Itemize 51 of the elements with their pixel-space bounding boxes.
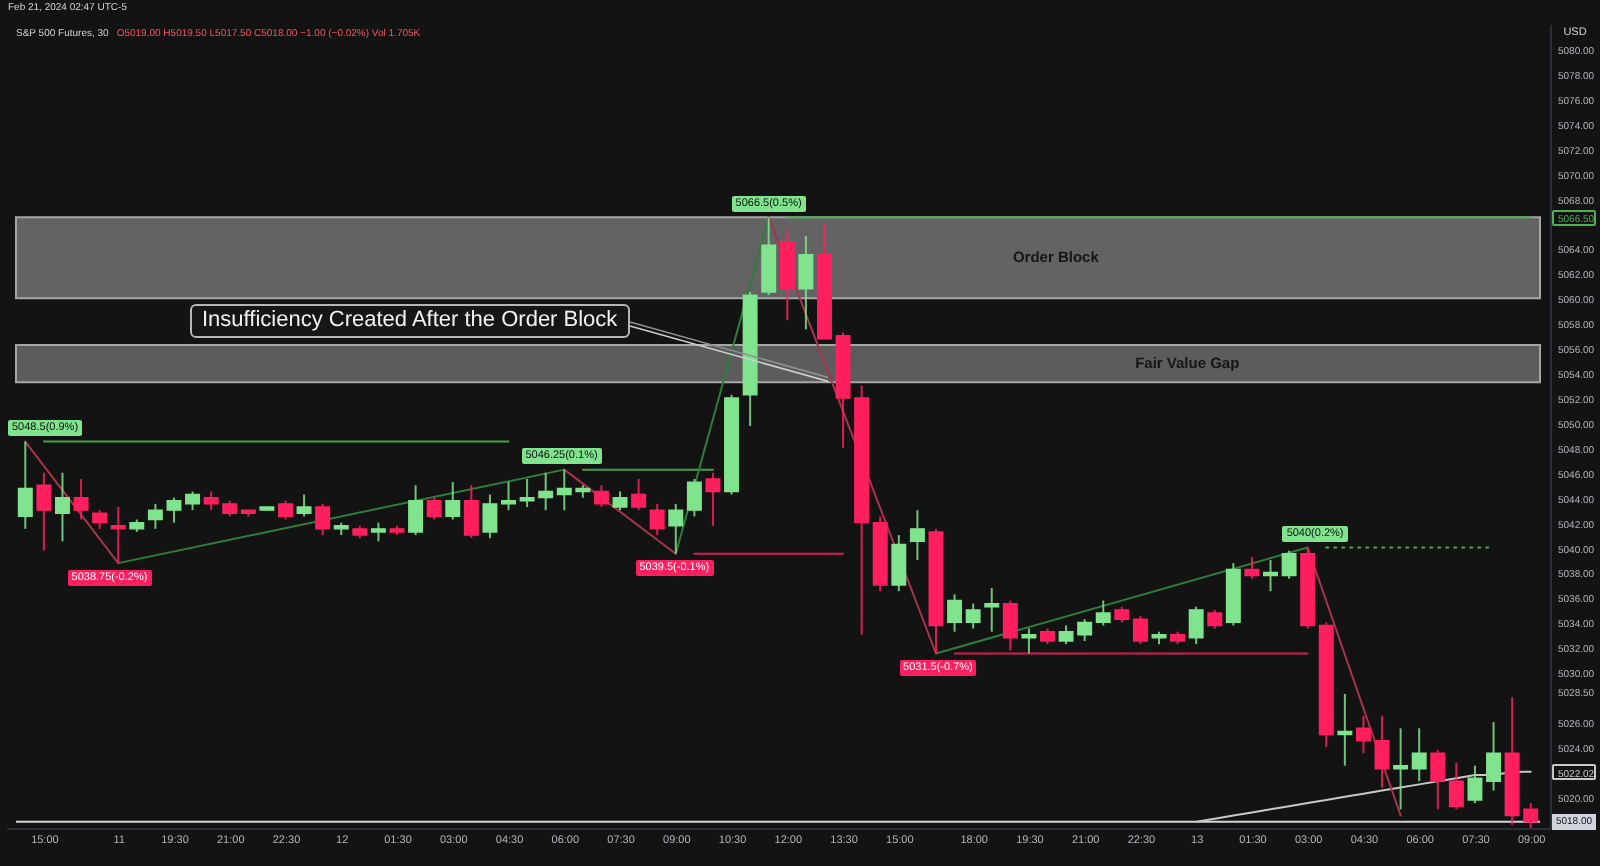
candlestick: [1207, 608, 1223, 630]
candlestick: [501, 481, 516, 512]
candlestick: [798, 234, 814, 331]
candlestick: [947, 593, 963, 633]
candlestick: [36, 471, 52, 552]
candlestick: [370, 521, 386, 543]
candlestick: [426, 496, 442, 521]
candlestick: [92, 509, 108, 530]
candlestick: [1263, 559, 1278, 593]
candlestick: [1467, 764, 1483, 805]
candlestick: [705, 471, 721, 527]
candlestick: [686, 477, 702, 518]
candlestick: [110, 506, 126, 565]
candlestick: [1355, 714, 1371, 755]
candlestick: [1244, 555, 1260, 580]
candlestick: [278, 499, 293, 521]
candlestick: [408, 484, 424, 537]
candlestick: [296, 493, 312, 518]
candlestick: [54, 471, 70, 543]
candlestick: [891, 534, 907, 593]
candlestick: [1411, 727, 1427, 783]
candlestick: [1430, 749, 1446, 811]
candlestick: [779, 228, 795, 322]
candlestick: [593, 484, 609, 509]
candlestick: [965, 602, 981, 630]
candlestick: [649, 502, 665, 537]
candlestick: [984, 587, 1000, 633]
candlestick: [1132, 615, 1148, 646]
candlestick: [668, 502, 684, 555]
candlestick: [1486, 721, 1502, 792]
candlestick: [1374, 714, 1390, 789]
candlestick: [73, 477, 89, 521]
candlestick: [631, 477, 647, 512]
annotation: Insufficiency Created After the Order Block: [190, 304, 630, 338]
candlestick: [1448, 761, 1464, 811]
candlestick: [761, 216, 777, 297]
candlestick: [185, 490, 201, 512]
candlestick: [1021, 627, 1037, 655]
candlestick: [1188, 605, 1204, 646]
candlestick: [463, 484, 479, 540]
candlestick: [482, 493, 498, 540]
candlestick: [612, 490, 628, 512]
candlestick: [445, 481, 461, 521]
candlestick: [1095, 599, 1111, 627]
candlestick: [1002, 599, 1018, 652]
candlestick: [1337, 693, 1353, 767]
candlestick: [315, 502, 331, 537]
candlestick: [17, 440, 33, 530]
candlestick: [1393, 727, 1409, 811]
candlestick: [1281, 549, 1297, 580]
candlestick: [909, 509, 925, 561]
